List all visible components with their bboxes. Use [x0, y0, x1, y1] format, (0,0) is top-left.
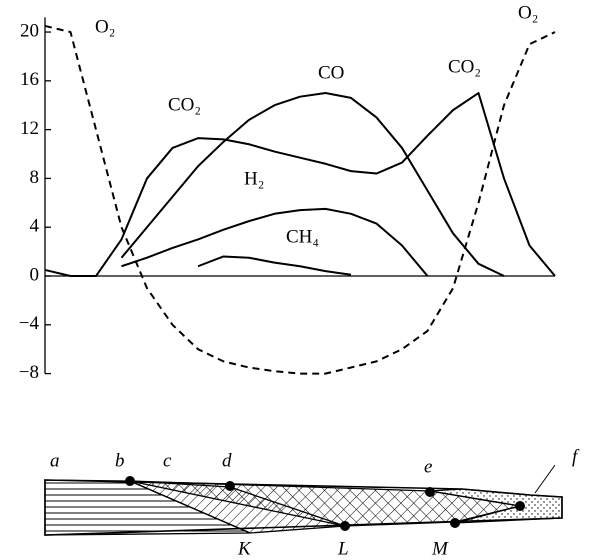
- series-line: [121, 207, 429, 277]
- series-label: O₂: [518, 2, 538, 23]
- y-tick-label: 12: [20, 118, 39, 139]
- diagram-label: K: [237, 538, 252, 559]
- series-line: [197, 255, 352, 276]
- series-label: H₂: [244, 168, 264, 189]
- y-tick-label: −4: [19, 313, 40, 334]
- y-tick-label: 4: [30, 216, 40, 237]
- series-line: [44, 24, 556, 375]
- point: [450, 518, 460, 528]
- series-label: CO: [318, 62, 344, 83]
- series-line: [44, 92, 556, 278]
- series-label: O₂: [95, 16, 115, 37]
- point: [125, 476, 135, 486]
- diagram: a b c d e f K L M: [44, 446, 580, 559]
- series-label: CH₄: [286, 226, 319, 247]
- point: [340, 521, 350, 531]
- diagram-label: M: [431, 538, 449, 559]
- leader: [534, 464, 556, 494]
- point: [515, 501, 525, 511]
- diagram-label: e: [424, 456, 432, 477]
- y-tick-label: 0: [30, 264, 40, 285]
- series-line: [120, 92, 505, 277]
- series-label: CO₂: [168, 94, 201, 115]
- point: [225, 481, 235, 491]
- diagram-label: L: [337, 538, 349, 559]
- y-tick-label: 8: [30, 167, 40, 188]
- series-label: CO₂: [448, 56, 481, 77]
- y-tick-label: 16: [20, 69, 39, 90]
- y-tick-label: 20: [20, 20, 39, 41]
- diagram-label: b: [115, 450, 125, 471]
- diagram-label: f: [572, 446, 580, 467]
- diagram-label: d: [222, 450, 232, 471]
- y-tick-label: −8: [19, 362, 39, 383]
- point: [425, 487, 435, 497]
- diagram-label: c: [163, 450, 172, 471]
- diagram-label: a: [50, 450, 60, 471]
- outline: [44, 479, 563, 536]
